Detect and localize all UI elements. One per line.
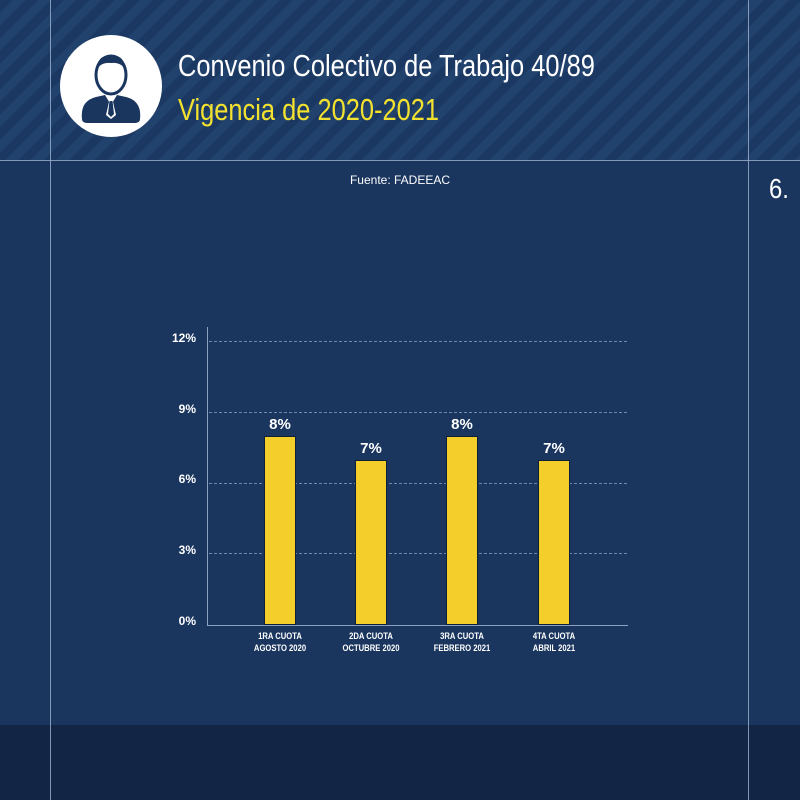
bar-value-label: 7% xyxy=(543,440,565,457)
page-subtitle: Vigencia de 2020-2021 xyxy=(178,92,440,127)
bar-2da-cuota xyxy=(355,460,387,625)
gridline-3 xyxy=(209,553,627,554)
category-line-1: 4TA CUOTA xyxy=(532,631,576,641)
y-tick-3: 3% xyxy=(178,543,196,557)
gridline-12 xyxy=(209,341,627,342)
bar-value-label: 8% xyxy=(451,416,473,433)
x-category-label: 2DA CUOTA OCTUBRE 2020 xyxy=(329,630,414,654)
category-line-2: AGOSTO 2020 xyxy=(253,643,307,653)
category-line-1: 1RA CUOTA xyxy=(258,631,302,641)
source-note: Fuente: FADEEAC xyxy=(349,173,451,187)
y-tick-9: 9% xyxy=(178,402,196,416)
bar-1ra-cuota xyxy=(264,436,296,625)
y-tick-6: 6% xyxy=(178,472,196,486)
category-line-2: ABRIL 2021 xyxy=(532,643,576,653)
page-number: 6. xyxy=(769,173,789,204)
x-category-label: 3RA CUOTA FEBRERO 2021 xyxy=(420,630,505,654)
category-line-1: 2DA CUOTA xyxy=(349,631,393,641)
guide-line-left xyxy=(50,0,51,800)
y-axis xyxy=(207,327,208,626)
gridline-6 xyxy=(209,483,627,484)
bar-3ra-cuota xyxy=(446,436,478,625)
category-line-2: FEBRERO 2021 xyxy=(433,643,491,653)
x-axis xyxy=(207,625,628,626)
page-title: Convenio Colectivo de Trabajo 40/89 xyxy=(178,48,595,83)
header-divider xyxy=(0,160,800,161)
gridline-9 xyxy=(209,412,627,413)
y-tick-0: 0% xyxy=(178,614,196,628)
guide-line-right xyxy=(748,0,749,800)
person-avatar-icon xyxy=(81,54,141,123)
bar-value-label: 7% xyxy=(360,440,382,457)
y-tick-12: 12% xyxy=(171,331,196,345)
bar-value-label: 8% xyxy=(269,416,291,433)
x-category-label: 4TA CUOTA ABRIL 2021 xyxy=(512,630,597,654)
bar-4ta-cuota xyxy=(538,460,570,625)
footer-band xyxy=(0,725,800,800)
avatar xyxy=(60,35,162,137)
category-line-1: 3RA CUOTA xyxy=(440,631,484,641)
x-category-label: 1RA CUOTA AGOSTO 2020 xyxy=(238,630,323,654)
category-line-2: OCTUBRE 2020 xyxy=(342,643,400,653)
